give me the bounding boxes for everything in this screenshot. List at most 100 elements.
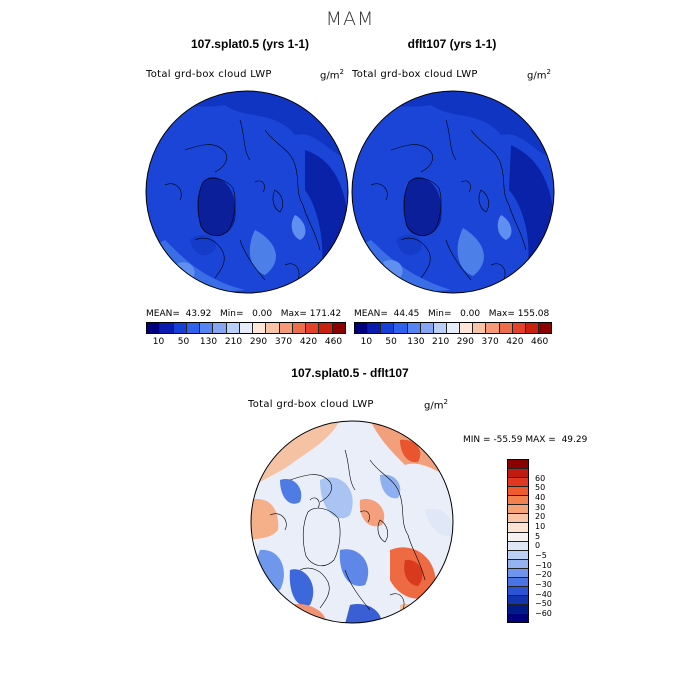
colorbar-tick-label: 50 xyxy=(177,337,190,347)
colorbar-swatch xyxy=(381,323,395,333)
panel2-polar-map xyxy=(351,90,555,294)
colorbar-tick-label: 10 xyxy=(535,522,546,532)
colorbar-swatch xyxy=(160,323,174,333)
panel2-title: dflt107 (yrs 1-1) xyxy=(407,37,497,51)
colorbar-swatch xyxy=(508,541,528,551)
panel2-stats: MEAN= 44.45 Min= 0.00 Max= 155.08 xyxy=(354,309,550,319)
colorbar-swatch xyxy=(508,469,528,479)
colorbar-swatch xyxy=(200,323,214,333)
colorbar-tick-label: −10 xyxy=(535,560,552,570)
colorbar-tick-label: 20 xyxy=(535,512,546,522)
colorbar-tick-label: −60 xyxy=(535,608,552,618)
colorbar-tick-label: −30 xyxy=(535,579,552,589)
colorbar-tick-label: 130 xyxy=(199,337,218,347)
panel2-colorbar-ticks: 10 50 130 210 290 370 420 460 xyxy=(354,337,552,347)
colorbar-swatch xyxy=(508,532,528,542)
panel1-units: g/m2 xyxy=(320,68,344,82)
colorbar-swatch xyxy=(253,323,267,333)
colorbar-swatch xyxy=(512,323,526,333)
colorbar-swatch xyxy=(306,323,320,333)
colorbar-tick-label: 5 xyxy=(535,531,541,541)
diff-title: 107.splat0.5 - dflt107 xyxy=(291,366,409,380)
colorbar-swatch xyxy=(508,478,528,488)
panel1-title: 107.splat0.5 (yrs 1-1) xyxy=(190,37,310,51)
colorbar-tick-label: 30 xyxy=(535,502,546,512)
colorbar-tick-label: 0 xyxy=(535,541,541,551)
colorbar-swatch xyxy=(394,323,408,333)
colorbar-swatch xyxy=(499,323,513,333)
colorbar-swatch xyxy=(508,496,528,506)
colorbar-tick-label: 50 xyxy=(535,483,546,493)
diff-variable-label: Total grd-box cloud LWP xyxy=(248,399,374,410)
colorbar-swatch xyxy=(147,323,161,333)
colorbar-tick-label: −50 xyxy=(535,599,552,609)
colorbar-swatch xyxy=(213,323,227,333)
colorbar-tick-label: 10 xyxy=(360,337,373,347)
colorbar-tick-label: −5 xyxy=(535,551,547,561)
colorbar-tick-label: 370 xyxy=(481,337,499,347)
colorbar-swatch xyxy=(508,559,528,569)
colorbar-swatch xyxy=(508,505,528,515)
colorbar-tick-label: 210 xyxy=(224,337,243,347)
colorbar-swatch xyxy=(266,323,280,333)
colorbar-tick-label: −40 xyxy=(535,589,552,599)
colorbar-swatch xyxy=(508,595,528,605)
colorbar-swatch xyxy=(508,514,528,524)
colorbar-swatch xyxy=(473,323,487,333)
colorbar-swatch xyxy=(508,614,528,623)
panel2-colorbar xyxy=(354,322,552,334)
colorbar-swatch xyxy=(186,323,201,333)
colorbar-swatch xyxy=(239,323,254,333)
colorbar-swatch xyxy=(173,323,187,333)
colorbar-swatch xyxy=(508,605,528,615)
colorbar-tick-label: 10 xyxy=(152,337,165,347)
colorbar-swatch xyxy=(279,323,293,333)
colorbar-tick-label: 370 xyxy=(274,337,293,347)
colorbar-swatch xyxy=(226,323,240,333)
panel1-variable-label: Total grd-box cloud LWP xyxy=(146,69,272,80)
colorbar-swatch xyxy=(368,323,382,333)
colorbar-swatch xyxy=(508,577,528,587)
colorbar-swatch xyxy=(538,323,552,333)
colorbar-swatch xyxy=(508,460,528,470)
colorbar-tick-label: 210 xyxy=(432,337,450,347)
panel1-colorbar xyxy=(146,322,346,334)
colorbar-swatch xyxy=(460,323,474,333)
colorbar-swatch xyxy=(508,586,528,596)
colorbar-swatch xyxy=(486,323,500,333)
colorbar-swatch xyxy=(292,323,307,333)
colorbar-swatch xyxy=(319,323,333,333)
panel1-stats: MEAN= 43.92 Min= 0.00 Max= 171.42 xyxy=(146,309,342,319)
colorbar-tick-label: 290 xyxy=(249,337,268,347)
colorbar-tick-label: 50 xyxy=(385,337,397,347)
colorbar-tick-label: 130 xyxy=(407,337,425,347)
colorbar-swatch xyxy=(446,323,461,333)
colorbar-swatch xyxy=(508,550,528,560)
panel1-polar-map xyxy=(145,90,349,294)
colorbar-swatch xyxy=(525,323,539,333)
diff-min-max: MIN = -55.59 MAX = 49.29 xyxy=(463,435,588,445)
diff-polar-map xyxy=(250,420,454,624)
colorbar-swatch xyxy=(420,323,434,333)
diff-colorbar xyxy=(507,459,529,623)
colorbar-tick-label: 40 xyxy=(535,493,546,503)
season-title: MAM xyxy=(325,8,375,30)
colorbar-tick-label: 420 xyxy=(506,337,524,347)
colorbar-tick-label: 290 xyxy=(456,337,474,347)
colorbar-swatch xyxy=(433,323,447,333)
colorbar-tick-label: 60 xyxy=(535,473,546,483)
colorbar-swatch xyxy=(355,323,369,333)
diff-colorbar-ticks: 60 50 40 30 20 10 5 0 −5 −10 −20 −30 −40 −50 −60 xyxy=(535,473,565,618)
panel2-units: g/m2 xyxy=(527,68,551,82)
diff-units: g/m2 xyxy=(424,398,448,412)
colorbar-tick-label: 460 xyxy=(531,337,549,347)
colorbar-tick-label: 460 xyxy=(324,337,343,347)
panel2-variable-label: Total grd-box cloud LWP xyxy=(352,69,478,80)
colorbar-swatch xyxy=(332,323,345,333)
colorbar-swatch xyxy=(508,523,528,533)
colorbar-swatch xyxy=(508,487,528,497)
colorbar-tick-label: −20 xyxy=(535,570,552,580)
colorbar-tick-label: 420 xyxy=(299,337,318,347)
colorbar-swatch xyxy=(508,568,528,578)
panel1-colorbar-ticks: 10 50 130 210 290 370 420 460 xyxy=(146,337,346,347)
